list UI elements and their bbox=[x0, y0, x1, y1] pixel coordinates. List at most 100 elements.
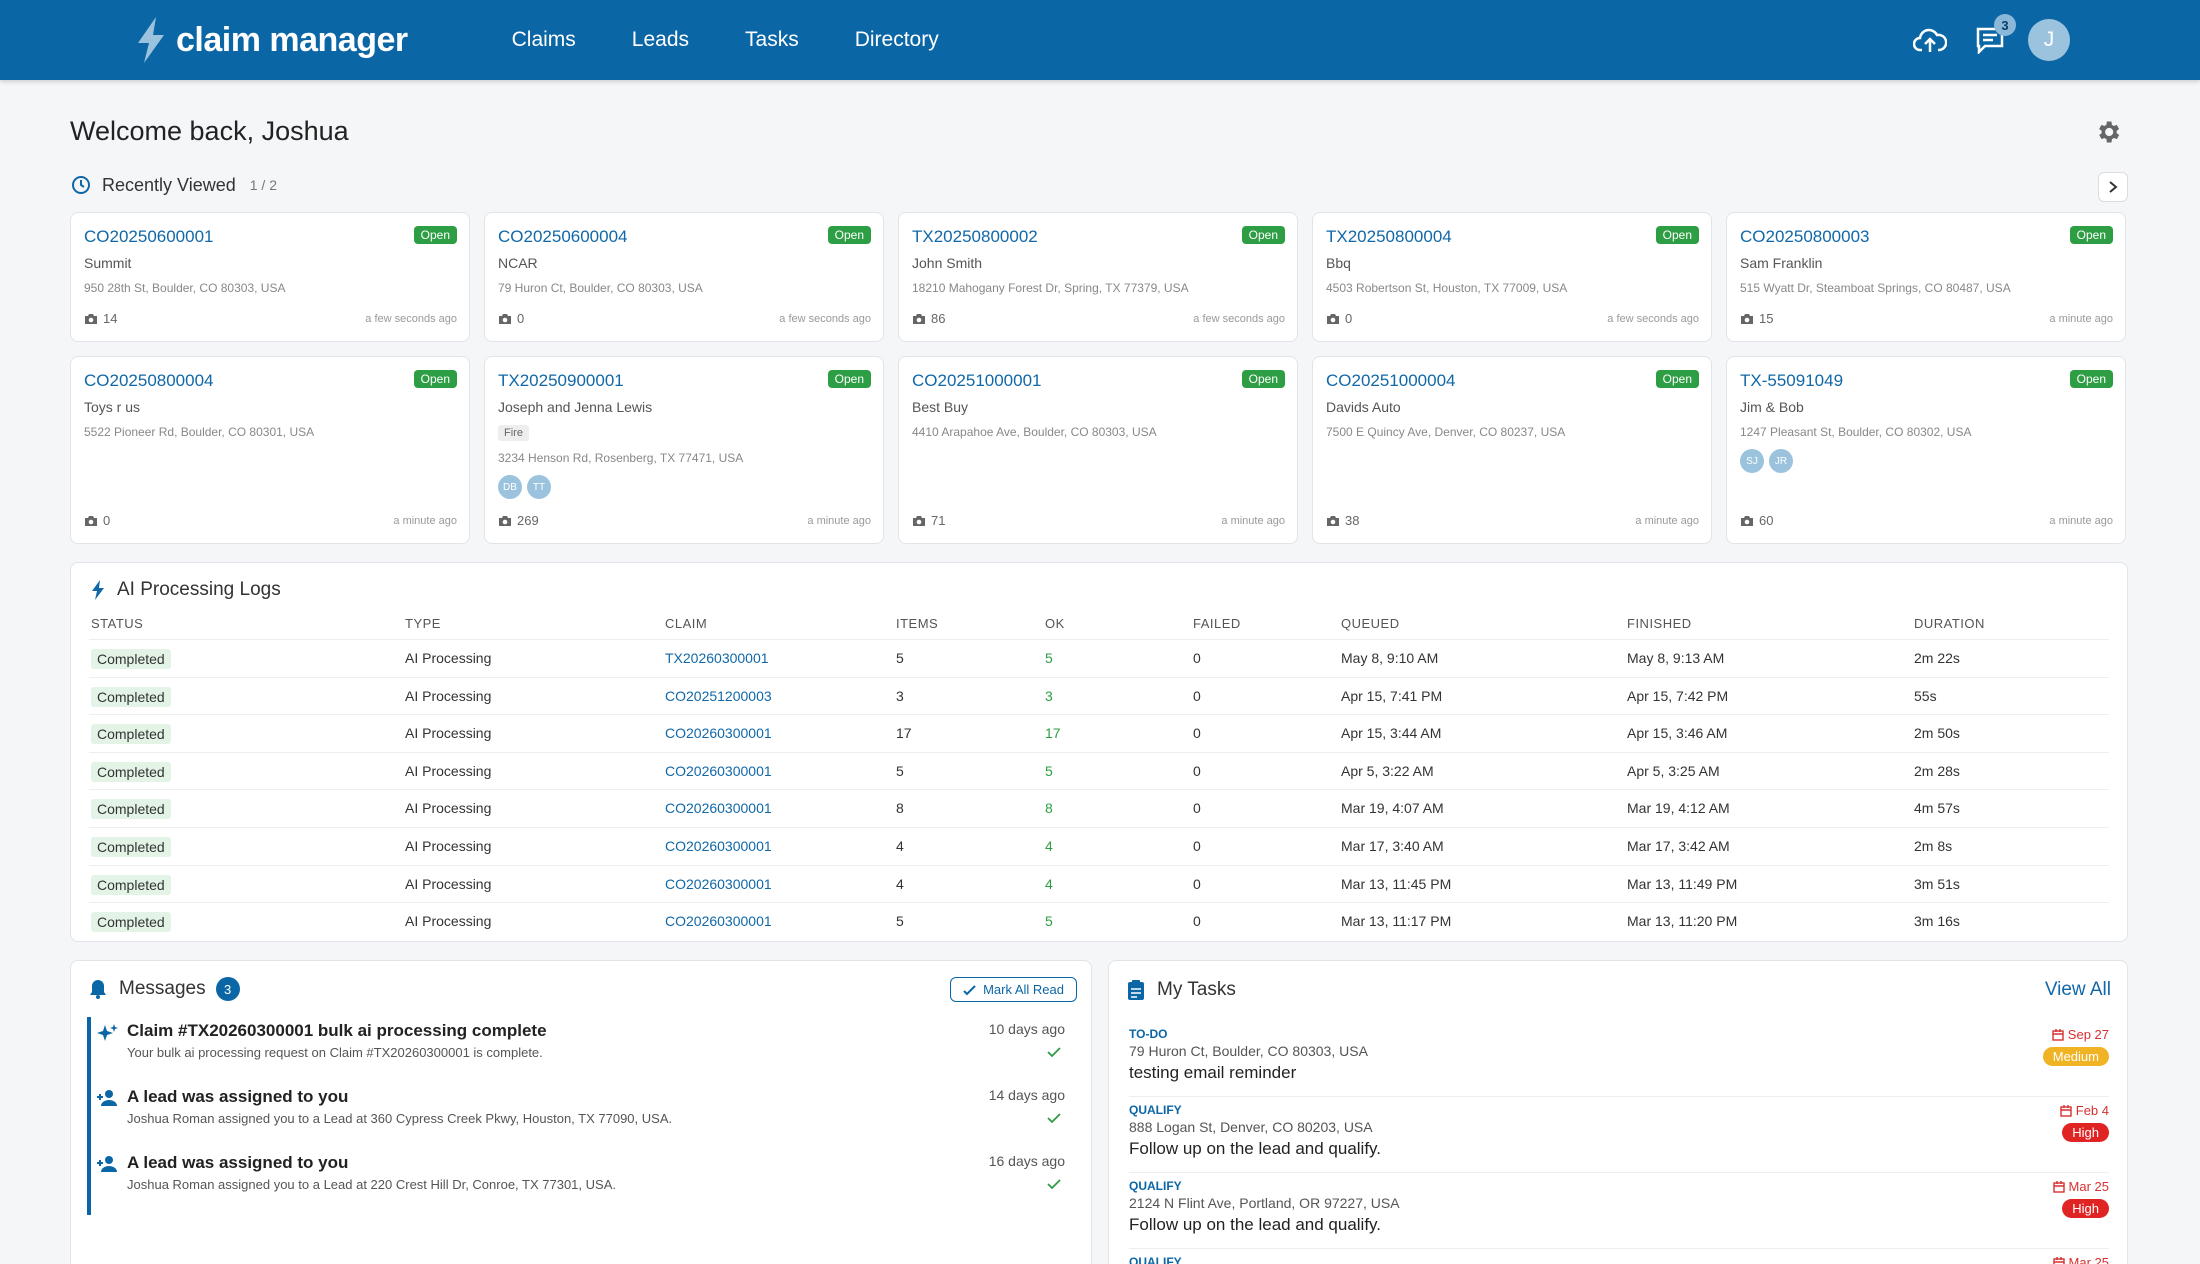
photo-count: 38 bbox=[1326, 513, 1359, 528]
cell-claim[interactable]: CO20260300001 bbox=[665, 875, 772, 892]
gear-icon[interactable] bbox=[2094, 118, 2122, 146]
claim-time: a minute ago bbox=[1221, 515, 1285, 527]
task-description: Follow up on the lead and qualify. bbox=[1129, 1215, 1382, 1234]
cell-type: AI Processing bbox=[405, 762, 492, 779]
check-icon[interactable] bbox=[1047, 1177, 1061, 1195]
nav-claims[interactable]: Claims bbox=[511, 28, 576, 51]
cell-ok: 17 bbox=[1045, 725, 1061, 742]
clipboard-icon bbox=[1128, 980, 1144, 1000]
claim-id[interactable]: CO20251000004 bbox=[1326, 371, 1456, 390]
task-type: TO-DO bbox=[1129, 1027, 1168, 1041]
claim-name: Jim & Bob bbox=[1740, 399, 1804, 415]
claim-name: Bbq bbox=[1326, 255, 1351, 271]
topbar-actions: 3 J bbox=[1892, 14, 2070, 62]
check-icon[interactable] bbox=[1047, 1111, 1061, 1129]
claim-id[interactable]: CO20250600001 bbox=[84, 227, 214, 246]
claim-id[interactable]: CO20250800003 bbox=[1740, 227, 1870, 246]
status-badge: Open bbox=[827, 226, 871, 244]
nav-leads[interactable]: Leads bbox=[631, 28, 690, 51]
app-name: claim manager bbox=[176, 20, 408, 59]
notification-count: 3 bbox=[1994, 14, 2016, 36]
photo-count: 14 bbox=[84, 311, 117, 326]
welcome-heading: Welcome back, Joshua bbox=[70, 116, 349, 146]
camera-icon bbox=[1327, 515, 1339, 526]
task-item[interactable]: TO-DO 79 Huron Ct, Boulder, CO 80303, USA… bbox=[1129, 1021, 2109, 1097]
cell-claim[interactable]: CO20251200003 bbox=[665, 687, 772, 704]
claim-card[interactable]: TX20250800004 Open Bbq 4503 Robertson St… bbox=[1312, 212, 1712, 342]
cell-duration: 55s bbox=[1914, 687, 1937, 704]
photo-count: 0 bbox=[498, 311, 524, 326]
message-title: A lead was assigned to you bbox=[127, 1153, 349, 1172]
claim-card[interactable]: CO20250800004 Open Toys r us 5522 Pionee… bbox=[70, 356, 470, 544]
claim-card[interactable]: TX20250800002 Open John Smith 18210 Maho… bbox=[898, 212, 1298, 342]
avatar[interactable]: JR bbox=[1769, 449, 1793, 473]
lightning-icon bbox=[92, 580, 104, 600]
task-item[interactable]: QUALIFY Mar 25 bbox=[1129, 1249, 2109, 1264]
claim-id[interactable]: CO20250600004 bbox=[498, 227, 628, 246]
tasks-title: My Tasks bbox=[1157, 979, 1236, 1000]
cell-claim[interactable]: CO20260300001 bbox=[665, 725, 772, 742]
message-body: Joshua Roman assigned you to a Lead at 3… bbox=[127, 1111, 673, 1126]
photo-count: 71 bbox=[912, 513, 945, 528]
view-all-link[interactable]: View All bbox=[2044, 979, 2111, 1000]
task-item[interactable]: QUALIFY 2124 N Flint Ave, Portland, OR 97… bbox=[1129, 1173, 2109, 1249]
cell-claim[interactable]: CO20260300001 bbox=[665, 800, 772, 817]
table-row: Completed AI Processing CO20260300001 8 8 0 Ma… bbox=[89, 789, 2109, 826]
cell-duration: 2m 28s bbox=[1914, 762, 1960, 779]
cloud-upload-icon[interactable] bbox=[1908, 18, 1952, 62]
task-item[interactable]: QUALIFY 888 Logan St, Denver, CO 80203, U… bbox=[1129, 1097, 2109, 1173]
nav-directory[interactable]: Directory bbox=[854, 28, 939, 51]
nav-tasks[interactable]: Tasks bbox=[745, 28, 799, 51]
claim-address: 79 Huron Ct, Boulder, CO 80303, USA bbox=[498, 281, 703, 295]
cell-claim[interactable]: CO20260300001 bbox=[665, 838, 772, 854]
claim-id[interactable]: TX20250900001 bbox=[498, 371, 624, 390]
claim-id[interactable]: CO20250800004 bbox=[84, 371, 214, 390]
check-icon[interactable] bbox=[1047, 1045, 1061, 1063]
cell-items: 3 bbox=[896, 687, 904, 704]
claim-card[interactable]: CO20251000004 Open Davids Auto 7500 E Qu… bbox=[1312, 356, 1712, 544]
cell-failed: 0 bbox=[1193, 913, 1201, 930]
claim-id[interactable]: TX-55091049 bbox=[1740, 371, 1844, 390]
claim-card[interactable]: TX-55091049 Open Jim & Bob 1247 Pleasant… bbox=[1726, 356, 2126, 544]
claim-time: a minute ago bbox=[807, 515, 871, 527]
lightning-icon bbox=[138, 17, 164, 63]
cell-items: 5 bbox=[896, 913, 904, 930]
claim-id[interactable]: CO20251000001 bbox=[912, 371, 1042, 390]
cell-status: Completed bbox=[91, 799, 171, 820]
message-item[interactable]: A lead was assigned to you Joshua Roman a… bbox=[87, 1083, 1077, 1149]
claim-card[interactable]: TX20250900001 Open Joseph and Jenna Lewi… bbox=[484, 356, 884, 544]
avatar[interactable]: DB bbox=[498, 475, 522, 499]
cell-finished: Mar 13, 11:49 PM bbox=[1627, 875, 1738, 892]
claim-card[interactable]: CO20250800003 Open Sam Franklin 515 Wyat… bbox=[1726, 212, 2126, 342]
cell-claim[interactable]: CO20260300001 bbox=[665, 913, 772, 930]
cell-type: AI Processing bbox=[405, 650, 492, 666]
task-type: QUALIFY bbox=[1129, 1103, 1182, 1117]
claim-card[interactable]: CO20251000001 Open Best Buy 4410 Arapaho… bbox=[898, 356, 1298, 544]
avatar[interactable]: TT bbox=[527, 475, 551, 499]
next-page-button[interactable] bbox=[2098, 172, 2128, 202]
mark-all-read-button[interactable]: Mark All Read bbox=[950, 977, 1077, 1002]
cell-claim[interactable]: CO20260300001 bbox=[665, 762, 772, 779]
recently-viewed-header: Recently Viewed 1 / 2 bbox=[70, 174, 277, 196]
claim-id[interactable]: TX20250800004 bbox=[1326, 227, 1452, 246]
claim-card[interactable]: CO20250600001 Open Summit 950 28th St, B… bbox=[70, 212, 470, 342]
app-logo[interactable]: claim manager bbox=[134, 17, 408, 63]
user-avatar[interactable]: J bbox=[2028, 19, 2070, 61]
cell-failed: 0 bbox=[1193, 875, 1201, 892]
claim-time: a few seconds ago bbox=[779, 313, 871, 325]
claim-id[interactable]: TX20250800002 bbox=[912, 227, 1038, 246]
cell-items: 17 bbox=[896, 725, 912, 742]
cell-claim[interactable]: TX20260300001 bbox=[665, 650, 769, 666]
cell-status: Completed bbox=[91, 761, 171, 782]
avatar[interactable]: SJ bbox=[1740, 449, 1764, 473]
message-item[interactable]: Claim #TX20260300001 bulk ai processing … bbox=[87, 1017, 1077, 1083]
messages-icon[interactable]: 3 bbox=[1968, 14, 2016, 62]
main-nav: Claims Leads Tasks Directory bbox=[512, 28, 995, 52]
calendar-icon bbox=[2052, 1256, 2065, 1264]
message-item[interactable]: A lead was assigned to you Joshua Roman a… bbox=[87, 1149, 1077, 1215]
cell-finished: Apr 15, 3:46 AM bbox=[1627, 725, 1728, 742]
cell-ok: 3 bbox=[1045, 687, 1053, 704]
claim-card[interactable]: CO20250600004 Open NCAR 79 Huron Ct, Bou… bbox=[484, 212, 884, 342]
my-tasks-panel: My Tasks View All TO-DO 79 Huron Ct, Boul… bbox=[1108, 960, 2128, 1264]
camera-icon bbox=[85, 313, 97, 324]
